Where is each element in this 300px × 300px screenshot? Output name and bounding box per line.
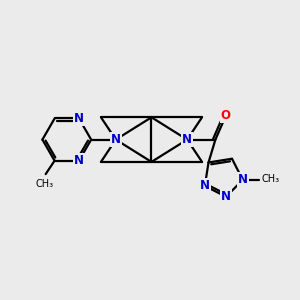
Text: N: N [74, 154, 84, 167]
Text: N: N [182, 133, 192, 146]
Text: N: N [200, 179, 210, 192]
Text: N: N [111, 133, 121, 146]
Text: CH₃: CH₃ [261, 174, 279, 184]
Text: CH₃: CH₃ [35, 179, 53, 189]
Text: N: N [238, 173, 248, 186]
Text: N: N [74, 112, 84, 125]
Text: O: O [221, 109, 231, 122]
Text: N: N [221, 190, 231, 203]
